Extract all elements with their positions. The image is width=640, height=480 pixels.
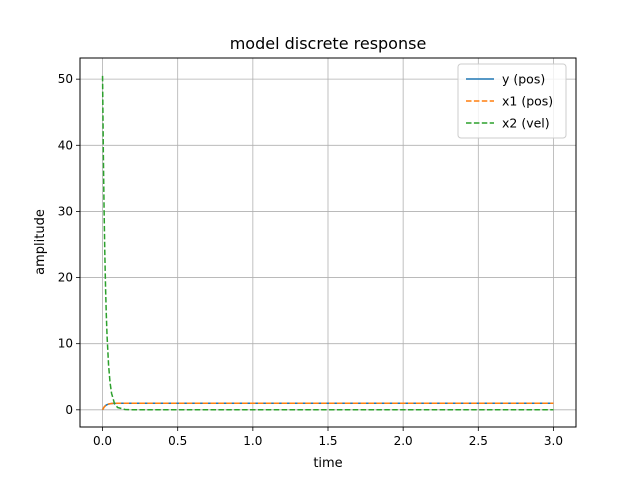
x-tick-label: 2.0 [394,434,413,448]
legend: y (pos) x1 (pos) x2 (vel) [457,63,567,139]
series-group [101,75,554,411]
legend-label-x2-vel: x2 (vel) [502,116,550,131]
y-tick-label: 40 [58,138,73,152]
x-tick-label: 3.0 [544,434,563,448]
legend-label-x1-pos: x1 (pos) [502,94,553,109]
grid [80,58,576,427]
x-tick-label: 0.0 [93,434,112,448]
series-line-x2-vel [101,75,554,411]
ticks: 0.0 0.5 1.0 1.5 2.0 2.5 3.0 0 10 20 30 40 50 [58,72,563,448]
y-tick-label: 50 [58,72,73,86]
x-tick-label: 0.5 [168,434,187,448]
x-tick-label: 2.5 [469,434,488,448]
y-tick-label: 0 [65,403,73,417]
y-axis-label: amplitude [33,209,48,275]
legend-box [457,63,567,139]
x-axis-label: time [313,456,342,471]
y-tick-label: 10 [58,337,73,351]
chart-title: model discrete response [230,34,427,53]
x-tick-label: 1.0 [243,434,262,448]
series-line-x1-pos [101,402,554,411]
y-tick-label: 20 [58,271,73,285]
x-tick-label: 1.5 [318,434,337,448]
legend-label-y-pos: y (pos) [502,72,545,87]
y-tick-label: 30 [58,204,73,218]
